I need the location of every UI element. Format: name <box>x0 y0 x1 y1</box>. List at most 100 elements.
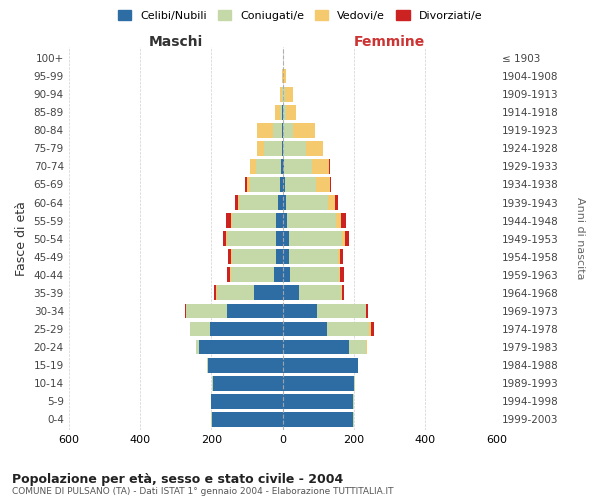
Bar <box>330 177 331 192</box>
Bar <box>226 232 227 246</box>
Bar <box>366 340 367 354</box>
Bar <box>290 268 339 282</box>
Bar <box>223 232 226 246</box>
Bar <box>283 123 293 138</box>
Bar <box>283 141 305 156</box>
Bar <box>281 159 283 174</box>
Bar <box>283 177 285 192</box>
Text: Maschi: Maschi <box>149 35 203 49</box>
Bar <box>366 304 368 318</box>
Bar <box>283 105 286 120</box>
Bar <box>327 322 370 336</box>
Bar <box>340 268 344 282</box>
Bar <box>273 123 282 138</box>
Bar <box>354 376 355 390</box>
Bar <box>281 141 283 156</box>
Bar <box>349 340 366 354</box>
Bar <box>287 213 336 228</box>
Bar <box>217 286 254 300</box>
Bar <box>328 195 335 210</box>
Bar <box>283 286 299 300</box>
Bar <box>283 394 353 408</box>
Bar <box>335 195 338 210</box>
Bar <box>190 322 209 336</box>
Bar <box>282 68 283 84</box>
Bar <box>276 250 283 264</box>
Bar <box>275 105 280 120</box>
Y-axis label: Fasce di età: Fasce di età <box>15 201 28 276</box>
Y-axis label: Anni di nascita: Anni di nascita <box>575 198 585 280</box>
Bar <box>283 358 358 372</box>
Bar <box>286 195 328 210</box>
Bar <box>212 412 283 426</box>
Bar <box>212 376 213 390</box>
Bar <box>213 376 283 390</box>
Text: COMUNE DI PULSANO (TA) - Dati ISTAT 1° gennaio 2004 - Elaborazione TUTTITALIA.IT: COMUNE DI PULSANO (TA) - Dati ISTAT 1° g… <box>12 488 394 496</box>
Bar <box>283 213 287 228</box>
Bar <box>340 250 343 264</box>
Bar <box>286 105 296 120</box>
Bar <box>239 195 278 210</box>
Bar <box>311 159 329 174</box>
Bar <box>275 232 283 246</box>
Bar <box>353 412 354 426</box>
Bar <box>278 195 283 210</box>
Bar <box>256 159 281 174</box>
Text: Popolazione per età, sesso e stato civile - 2004: Popolazione per età, sesso e stato civil… <box>12 472 343 486</box>
Bar <box>257 141 264 156</box>
Bar <box>247 177 250 192</box>
Bar <box>254 286 283 300</box>
Bar <box>339 268 340 282</box>
Bar <box>338 250 340 264</box>
Bar <box>274 268 283 282</box>
Bar <box>280 105 283 120</box>
Bar <box>283 376 354 390</box>
Bar <box>232 213 276 228</box>
Bar <box>209 322 283 336</box>
Bar <box>283 159 284 174</box>
Bar <box>283 232 289 246</box>
Bar <box>370 322 371 336</box>
Bar <box>317 304 366 318</box>
Bar <box>285 177 316 192</box>
Bar <box>280 86 282 102</box>
Bar <box>289 232 342 246</box>
Bar <box>316 177 330 192</box>
Bar <box>276 213 283 228</box>
Bar <box>280 177 283 192</box>
Bar <box>231 213 232 228</box>
Bar <box>283 268 290 282</box>
Bar <box>283 195 286 210</box>
Bar <box>214 286 217 300</box>
Bar <box>341 286 344 300</box>
Bar <box>226 213 231 228</box>
Bar <box>329 159 330 174</box>
Bar <box>336 213 341 228</box>
Bar <box>229 250 232 264</box>
Bar <box>211 412 212 426</box>
Bar <box>227 304 283 318</box>
Bar <box>283 340 349 354</box>
Bar <box>196 340 199 354</box>
Bar <box>285 86 293 102</box>
Bar <box>238 195 239 210</box>
Bar <box>231 268 274 282</box>
Bar <box>207 358 208 372</box>
Bar <box>235 195 238 210</box>
Bar <box>284 159 311 174</box>
Bar <box>371 322 374 336</box>
Bar <box>283 412 353 426</box>
Bar <box>230 268 231 282</box>
Bar <box>289 250 338 264</box>
Bar <box>346 232 349 246</box>
Bar <box>299 286 341 300</box>
Bar <box>187 304 227 318</box>
Bar <box>250 177 280 192</box>
Text: Femmine: Femmine <box>354 35 425 49</box>
Bar <box>282 86 283 102</box>
Bar <box>283 86 285 102</box>
Bar <box>283 68 286 84</box>
Bar <box>353 394 354 408</box>
Bar <box>185 304 186 318</box>
Legend: Celibi/Nubili, Coniugati/e, Vedovi/e, Divorziati/e: Celibi/Nubili, Coniugati/e, Vedovi/e, Di… <box>113 6 487 25</box>
